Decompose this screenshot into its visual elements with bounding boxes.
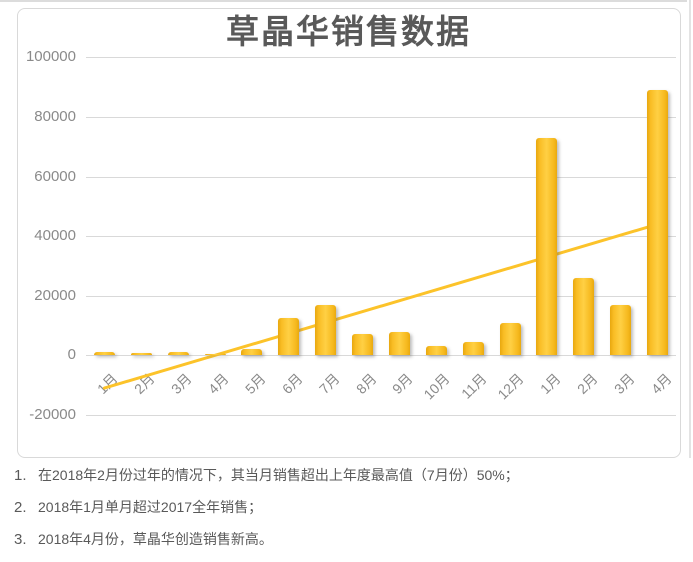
note-number: 1. bbox=[14, 467, 27, 484]
bar-6月-6 bbox=[278, 318, 300, 356]
y-axis-label: 40000 bbox=[34, 227, 76, 245]
y-axis-label: 100000 bbox=[25, 48, 76, 66]
bar-12月-12 bbox=[499, 323, 521, 356]
y-axis-label: 60000 bbox=[34, 167, 76, 185]
note-text: 在2018年2月份过年的情况下，其当月销售超出上年度最高值（7月份）50%； bbox=[38, 467, 519, 483]
bar-9月-9 bbox=[388, 332, 410, 356]
y-axis-label: 0 bbox=[67, 346, 76, 364]
gridline bbox=[86, 236, 676, 238]
bar-2月-14 bbox=[573, 277, 595, 356]
note-item: 2. 2018年1月单月超过2017全年销售； bbox=[14, 498, 674, 517]
bar-3月-15 bbox=[610, 304, 632, 356]
bar-4月-16 bbox=[647, 90, 669, 356]
note-text: 2018年1月单月超过2017全年销售； bbox=[38, 499, 263, 515]
bar-2月-2 bbox=[130, 352, 152, 356]
bar-1月-1 bbox=[93, 352, 115, 356]
note-item: 3. 2018年4月份，草晶华创造销售新高。 bbox=[14, 530, 674, 549]
bar-1月-13 bbox=[536, 137, 558, 356]
note-number: 3. bbox=[14, 531, 27, 548]
bar-10月-10 bbox=[425, 345, 447, 356]
note-item: 1. 在2018年2月份过年的情况下，其当月销售超出上年度最高值（7月份）50%… bbox=[14, 466, 674, 485]
gridline bbox=[86, 116, 676, 118]
gridline bbox=[86, 57, 676, 59]
gridline bbox=[86, 414, 676, 416]
y-axis-label: -20000 bbox=[29, 405, 76, 423]
page-top-border bbox=[0, 0, 687, 2]
note-text: 2018年4月份，草晶华创造销售新高。 bbox=[38, 531, 273, 547]
bar-5月-5 bbox=[241, 349, 263, 356]
gridline bbox=[86, 355, 676, 357]
chart-title: 草晶华销售数据 bbox=[226, 13, 471, 50]
notes-list: 1. 在2018年2月份过年的情况下，其当月销售超出上年度最高值（7月份）50%… bbox=[14, 466, 674, 562]
y-axis-label: 20000 bbox=[34, 286, 76, 304]
bar-3月-3 bbox=[167, 352, 189, 356]
y-axis-label: 80000 bbox=[34, 107, 76, 125]
bar-11月-11 bbox=[462, 341, 484, 356]
note-number: 2. bbox=[14, 499, 27, 516]
page-right-border bbox=[689, 0, 691, 458]
bar-7月-7 bbox=[315, 304, 337, 356]
gridline bbox=[86, 176, 676, 178]
bar-8月-8 bbox=[352, 334, 374, 356]
